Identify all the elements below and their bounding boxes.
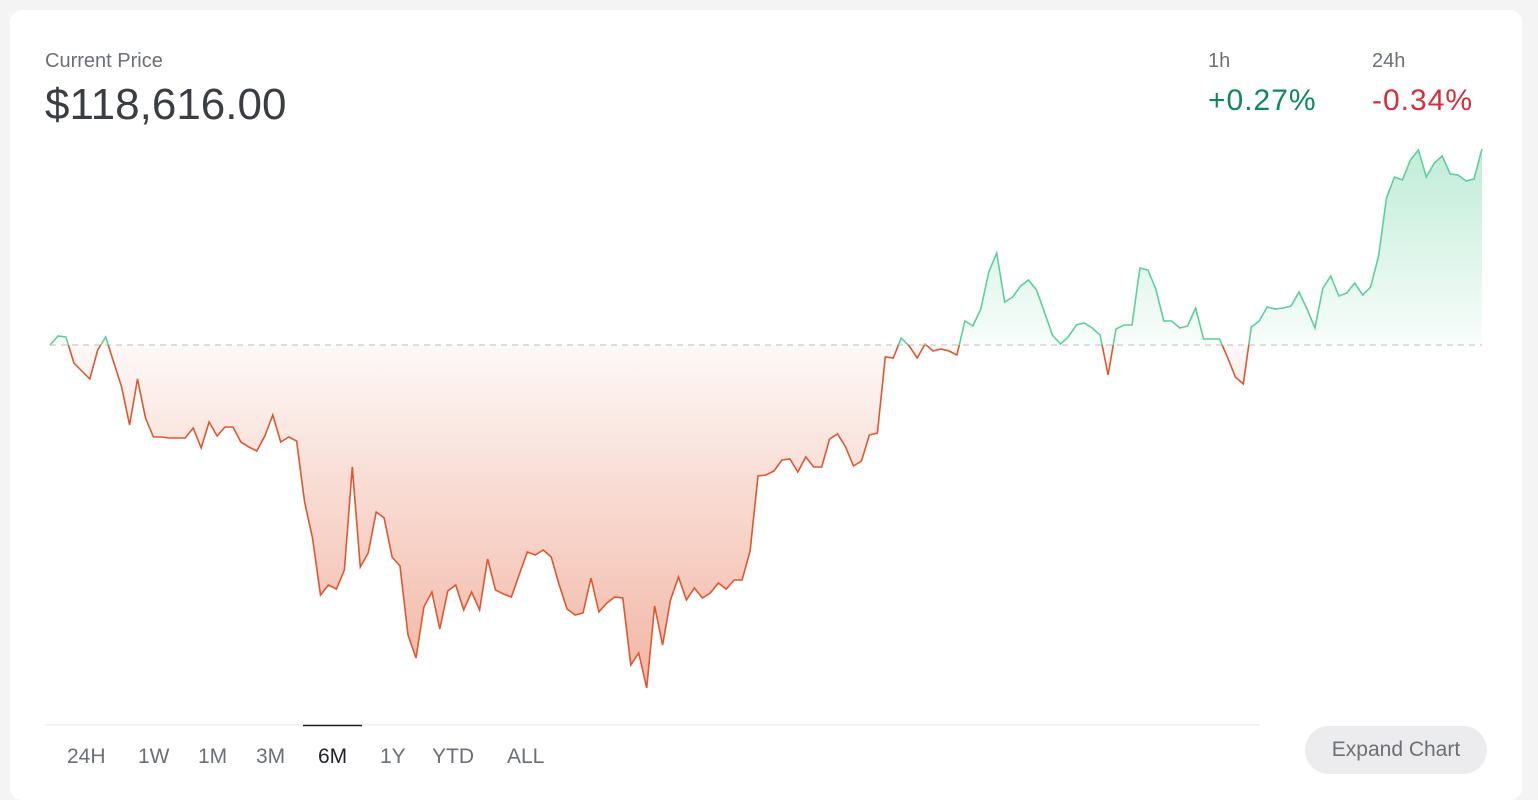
expand-button[interactable]: Expand Chart	[1305, 726, 1487, 774]
range-tab[interactable]: 1W	[138, 745, 170, 768]
change-value: -0.34%	[1372, 84, 1474, 117]
range-tab[interactable]: 1M	[198, 745, 228, 768]
range-tab[interactable]: YTD	[432, 745, 474, 768]
change-label: 1h	[1208, 50, 1231, 72]
change-value: +0.27%	[1208, 84, 1317, 117]
price-label: Current Price	[45, 50, 163, 72]
area-up	[50, 149, 1482, 345]
price-line-down	[50, 345, 1250, 689]
change-label: 24h	[1372, 50, 1406, 72]
range-tab[interactable]: 3M	[256, 745, 286, 768]
range-tab[interactable]: 6M	[318, 745, 348, 768]
price: $118,616.00	[45, 80, 287, 129]
area-down	[50, 345, 1482, 688]
range-tab[interactable]: 1Y	[380, 745, 406, 768]
range-tab[interactable]: ALL	[507, 745, 545, 768]
range-tab[interactable]: 24H	[67, 745, 106, 768]
